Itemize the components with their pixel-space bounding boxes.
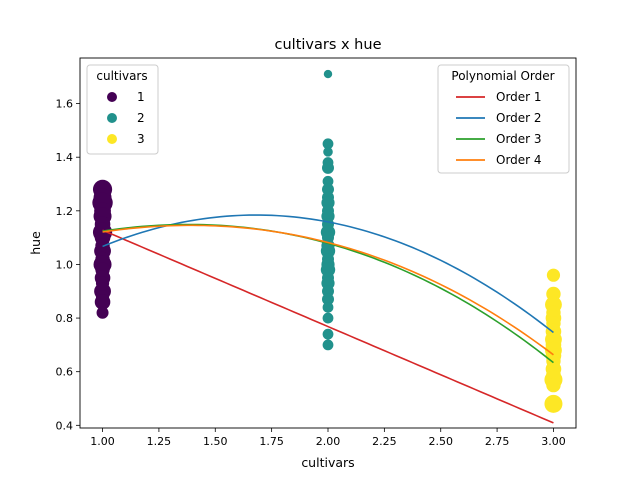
fit-line-order-1 [102,229,554,424]
legend-marker-cultivar-2 [107,113,117,123]
legend-marker-cultivar-1 [107,92,117,102]
scatter-point [322,301,334,313]
line-legend-title: Polynomial Order [451,69,554,83]
scatter-point [94,294,111,310]
scatter-point [546,268,561,282]
fit-line-layer [102,214,554,424]
scatter-point [322,293,334,306]
legend-label-cultivar-3: 3 [137,132,145,146]
scatter-point [96,306,109,319]
y-tick-label: 1.4 [56,151,74,164]
scatter-point [546,377,561,393]
scatter-point [323,147,333,157]
x-tick-label: 1.50 [203,435,228,448]
scatter-series-1 [92,179,113,319]
y-tick-label: 1.2 [56,205,74,218]
legend-label-order-4: Order 4 [496,153,542,167]
scatter-series-2 [320,69,336,351]
scatter-point [322,138,334,150]
x-tick-label: 2.00 [316,435,341,448]
x-tick-label: 2.50 [428,435,453,448]
x-tick-label: 1.75 [259,435,284,448]
scatter-point [322,339,334,351]
line-legend: Polynomial Order Order 1 Order 2 Order 3 Or… [437,64,570,174]
y-tick-label: 0.4 [56,419,74,432]
scatter-point [322,161,334,174]
y-tick-label: 1.6 [56,98,74,111]
x-tick-label: 1.00 [90,435,115,448]
scatter-point [322,312,334,324]
legend-label-order-1: Order 1 [496,90,542,104]
x-tick-label: 2.25 [372,435,397,448]
scatter-point [322,328,334,340]
fit-line-order-4 [102,224,554,356]
scatter-layer [92,69,563,413]
legend-label-order-3: Order 3 [496,132,542,146]
legend-label-cultivar-1: 1 [137,90,145,104]
scatter-legend-title: cultivars [96,69,147,83]
y-axis: 0.4 0.6 0.8 1.0 1.2 1.4 1.6 [56,98,80,432]
scatter-series-3 [544,268,563,413]
y-axis-label: hue [28,231,43,255]
y-tick-label: 0.6 [56,366,74,379]
x-axis-label: cultivars [301,455,354,470]
legend-label-cultivar-2: 2 [137,111,145,125]
fit-line-order-2 [102,214,554,334]
legend-marker-cultivar-3 [107,134,117,144]
chart-title: cultivars x hue [275,37,382,53]
x-axis: 1.00 1.25 1.50 1.75 2.00 2.25 2.50 2.75 3.00 [90,428,566,448]
x-tick-label: 3.00 [541,435,566,448]
scatter-legend-frame [86,64,159,155]
line-legend-frame [437,64,570,174]
y-tick-label: 0.8 [56,312,74,325]
scatter-point [323,69,333,79]
x-tick-label: 1.25 [147,435,172,448]
legend-label-order-2: Order 2 [496,111,542,125]
scatter-point [544,394,563,413]
y-tick-label: 1.0 [56,258,74,271]
x-tick-label: 2.75 [485,435,510,448]
scatter-legend: cultivars 1 2 3 [86,64,159,155]
fit-line-order-3 [102,223,554,364]
